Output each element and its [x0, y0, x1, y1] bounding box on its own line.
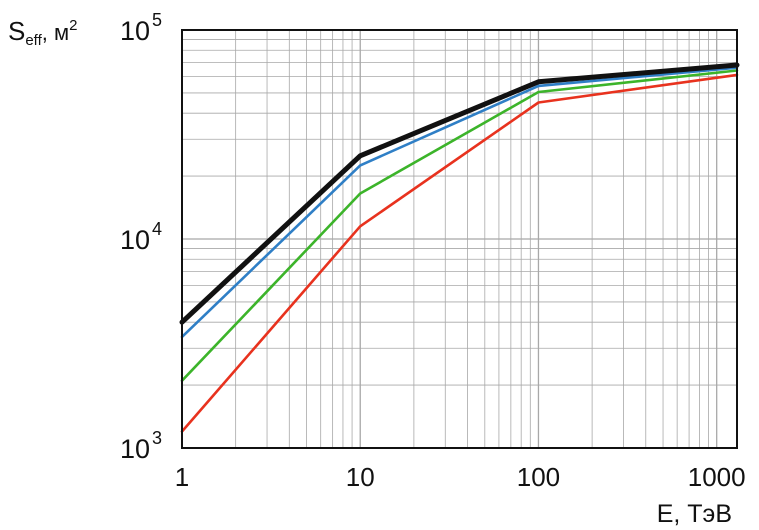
y-tick-exponent: 3	[152, 428, 162, 448]
series-lines	[179, 62, 740, 433]
y-tick-exponent: 4	[152, 219, 162, 239]
y-tick-label: 10	[120, 16, 150, 46]
y-tick-label: 10	[120, 225, 150, 255]
series-line-1	[180, 73, 739, 433]
y-tick-label: 10	[120, 434, 150, 464]
plot-frame	[181, 29, 738, 449]
x-tick-label: 10	[346, 462, 375, 492]
series-line-2	[180, 69, 739, 383]
x-tick-label: 1000	[688, 462, 746, 492]
series-line-3	[180, 66, 739, 339]
grid	[181, 29, 737, 449]
x-tick-label: 1	[175, 462, 189, 492]
x-axis-label: E, ТэВ	[657, 500, 732, 528]
y-axis-label: Seff, м2	[8, 16, 77, 49]
x-tick-label: 100	[517, 462, 560, 492]
series-line-4	[179, 62, 740, 325]
y-tick-exponent: 5	[152, 10, 162, 30]
